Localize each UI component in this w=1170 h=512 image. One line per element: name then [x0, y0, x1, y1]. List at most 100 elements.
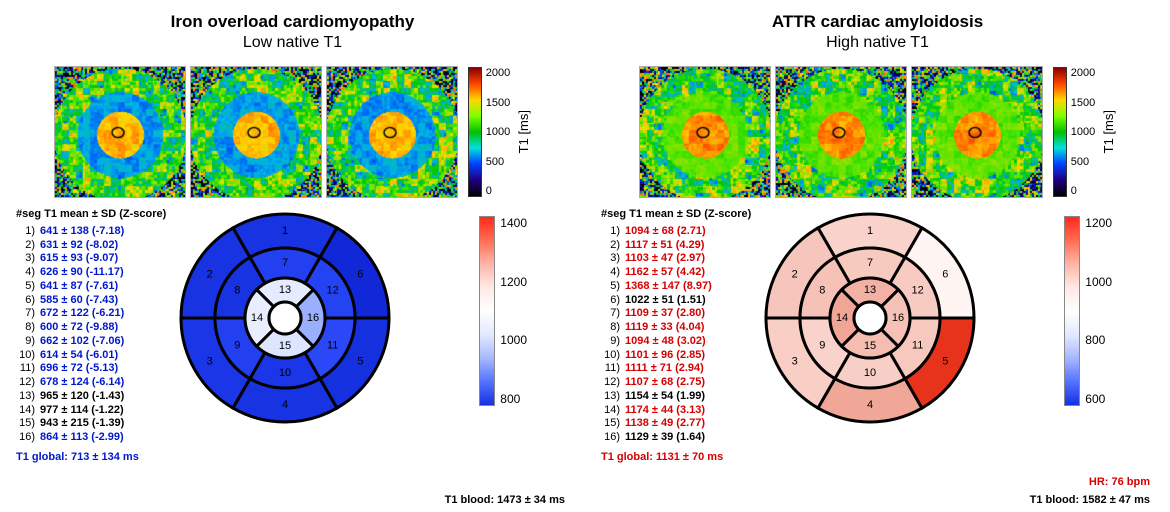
seg-label: 12: [912, 284, 924, 296]
seg-label: 7: [867, 257, 873, 269]
seg-label: 8: [819, 284, 825, 296]
be-ticks-left: 1400 1200 1000 800: [500, 216, 527, 406]
seg-row: 16)1129 ± 39 (1.64): [601, 431, 760, 445]
seg-label: 16: [307, 312, 319, 324]
seg-row: 11)1111 ± 71 (2.94): [601, 362, 760, 376]
colorbar-label-right: T1 [ms]: [1101, 110, 1116, 153]
seg-row: 3)615 ± 93 (-9.07): [16, 252, 175, 266]
seg-label: 10: [279, 367, 291, 379]
seg-label: 2: [792, 268, 798, 280]
colorbar-ticks-right: 2000 1500 1000 500 0: [1071, 67, 1095, 197]
colorbar-gradient-right: [1053, 67, 1067, 197]
seg-row: 4)1162 ± 57 (4.42): [601, 266, 760, 280]
seg-row: 13)1154 ± 54 (1.99): [601, 390, 760, 404]
tick: 1000: [1071, 126, 1095, 138]
t1map-left-2: [190, 66, 322, 198]
seg-label: 9: [819, 339, 825, 351]
bullseye-zone-left: 12345678910111213141516 1400 1200 1000 8…: [175, 208, 575, 506]
seg-row: 10)1101 ± 96 (2.85): [601, 349, 760, 363]
seg-label: 12: [327, 284, 339, 296]
title1-left: Iron overload cardiomyopathy: [10, 12, 575, 32]
title-block-left: Iron overload cardiomyopathy Low native …: [10, 12, 575, 52]
tick: 0: [1071, 185, 1095, 197]
seg-row: 5)641 ± 87 (-7.61): [16, 280, 175, 294]
global-left: T1 global: 713 ± 134 ms: [16, 451, 175, 465]
seg-row: 2)631 ± 92 (-8.02): [16, 239, 175, 253]
seg-label: 2: [207, 268, 213, 280]
panel-iron-overload: Iron overload cardiomyopathy Low native …: [0, 0, 585, 512]
seg-label: 16: [892, 312, 904, 324]
seg-label: 13: [864, 284, 876, 296]
tick: 1400: [500, 216, 527, 230]
be-colorbar-gradient-left: [479, 216, 495, 406]
seg-row: 2)1117 ± 51 (4.29): [601, 239, 760, 253]
seg-row: 1)641 ± 138 (-7.18): [16, 225, 175, 239]
colorbar-main-left: 2000 1500 1000 500 0 T1 [ms]: [468, 67, 531, 197]
seg-row: 3)1103 ± 47 (2.97): [601, 252, 760, 266]
tick: 1200: [1085, 216, 1112, 230]
tick: 800: [500, 392, 527, 406]
tick: 2000: [1071, 67, 1095, 79]
seg-row: 11)696 ± 72 (-5.13): [16, 362, 175, 376]
seg-row: 14)977 ± 114 (-1.22): [16, 404, 175, 418]
seg-row: 16)864 ± 113 (-2.99): [16, 431, 175, 445]
seg-row: 1)1094 ± 68 (2.71): [601, 225, 760, 239]
seg-row: 6)1022 ± 51 (1.51): [601, 294, 760, 308]
seg-label: 5: [942, 355, 948, 367]
seg-label: 11: [912, 339, 923, 351]
seg-table-right: #seg T1 mean ± SD (Z-score) 1)1094 ± 68 …: [595, 208, 760, 506]
seg-label: 1: [282, 225, 288, 237]
seg-label: 7: [282, 257, 288, 269]
seg-label: 14: [836, 312, 848, 324]
maps-row-right: 2000 1500 1000 500 0 T1 [ms]: [595, 66, 1160, 198]
seg-table-left: #seg T1 mean ± SD (Z-score) 1)641 ± 138 …: [10, 208, 175, 506]
seg-label: 14: [251, 312, 263, 324]
seg-label: 3: [207, 355, 213, 367]
seg-header-left: #seg T1 mean ± SD (Z-score): [16, 208, 175, 222]
panel-attr-amyloidosis: ATTR cardiac amyloidosis High native T1 …: [585, 0, 1170, 512]
tick: 2000: [486, 67, 510, 79]
seg-label: 4: [282, 399, 288, 411]
seg-row: 9)662 ± 102 (-7.06): [16, 335, 175, 349]
colorbar-gradient-left: [468, 67, 482, 197]
t1map-left-1: [54, 66, 186, 198]
t1map-right-3: [911, 66, 1043, 198]
tick: 800: [1085, 333, 1112, 347]
colorbar-main-right: 2000 1500 1000 500 0 T1 [ms]: [1053, 67, 1116, 197]
seg-row: 4)626 ± 90 (-11.17): [16, 266, 175, 280]
seg-row: 12)1107 ± 68 (2.75): [601, 376, 760, 390]
tick: 600: [1085, 392, 1112, 406]
seg-row: 7)672 ± 122 (-6.21): [16, 307, 175, 321]
seg-label: 6: [942, 268, 948, 280]
tick: 1500: [486, 97, 510, 109]
seg-row: 13)965 ± 120 (-1.43): [16, 390, 175, 404]
seg-label: 15: [279, 340, 291, 352]
blood-left: T1 blood: 1473 ± 34 ms: [445, 494, 565, 506]
tick: 1500: [1071, 97, 1095, 109]
seg-row: 15)943 ± 215 (-1.39): [16, 417, 175, 431]
tick: 0: [486, 185, 510, 197]
title1-right: ATTR cardiac amyloidosis: [595, 12, 1160, 32]
title2-left: Low native T1: [10, 34, 575, 52]
hr-right: HR: 76 bpm: [1089, 476, 1150, 488]
seg-label: 15: [864, 340, 876, 352]
seg-row: 10)614 ± 54 (-6.01): [16, 349, 175, 363]
seg-row: 15)1138 ± 49 (2.77): [601, 417, 760, 431]
seg-row: 5)1368 ± 147 (8.97): [601, 280, 760, 294]
t1map-right-1: [639, 66, 771, 198]
tick: 1000: [1085, 275, 1112, 289]
colorbar-ticks-left: 2000 1500 1000 500 0: [486, 67, 510, 197]
tick: 500: [486, 156, 510, 168]
bullseye-zone-right: 12345678910111213141516 1200 1000 800 60…: [760, 208, 1160, 506]
seg-label: 13: [279, 284, 291, 296]
title-block-right: ATTR cardiac amyloidosis High native T1: [595, 12, 1160, 52]
seg-label: 4: [867, 399, 873, 411]
bullseye-right: 12345678910111213141516: [760, 208, 980, 428]
seg-row: 8)1119 ± 33 (4.04): [601, 321, 760, 335]
seg-row: 6)585 ± 60 (-7.43): [16, 294, 175, 308]
seg-row: 8)600 ± 72 (-9.88): [16, 321, 175, 335]
be-colorbar-right: 1200 1000 800 600: [1064, 216, 1112, 406]
tick: 1000: [500, 333, 527, 347]
seg-row: 14)1174 ± 44 (3.13): [601, 404, 760, 418]
be-colorbar-gradient-right: [1064, 216, 1080, 406]
